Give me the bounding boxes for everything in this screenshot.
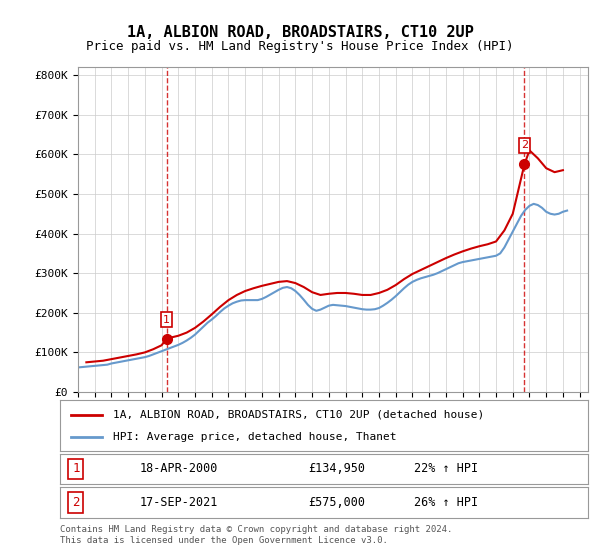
Text: 1: 1 bbox=[72, 463, 80, 475]
Text: HPI: Average price, detached house, Thanet: HPI: Average price, detached house, Than… bbox=[113, 432, 397, 442]
Text: 22% ↑ HPI: 22% ↑ HPI bbox=[414, 463, 478, 475]
Text: £575,000: £575,000 bbox=[308, 496, 365, 509]
Text: Contains HM Land Registry data © Crown copyright and database right 2024.
This d: Contains HM Land Registry data © Crown c… bbox=[60, 525, 452, 545]
Text: 2: 2 bbox=[521, 141, 528, 151]
Text: 18-APR-2000: 18-APR-2000 bbox=[139, 463, 218, 475]
Text: 1A, ALBION ROAD, BROADSTAIRS, CT10 2UP (detached house): 1A, ALBION ROAD, BROADSTAIRS, CT10 2UP (… bbox=[113, 409, 484, 419]
Text: Price paid vs. HM Land Registry's House Price Index (HPI): Price paid vs. HM Land Registry's House … bbox=[86, 40, 514, 53]
Text: £134,950: £134,950 bbox=[308, 463, 365, 475]
Text: 17-SEP-2021: 17-SEP-2021 bbox=[139, 496, 218, 509]
Text: 1A, ALBION ROAD, BROADSTAIRS, CT10 2UP: 1A, ALBION ROAD, BROADSTAIRS, CT10 2UP bbox=[127, 25, 473, 40]
Text: 2: 2 bbox=[72, 496, 80, 509]
Text: 26% ↑ HPI: 26% ↑ HPI bbox=[414, 496, 478, 509]
Text: 1: 1 bbox=[163, 315, 170, 325]
